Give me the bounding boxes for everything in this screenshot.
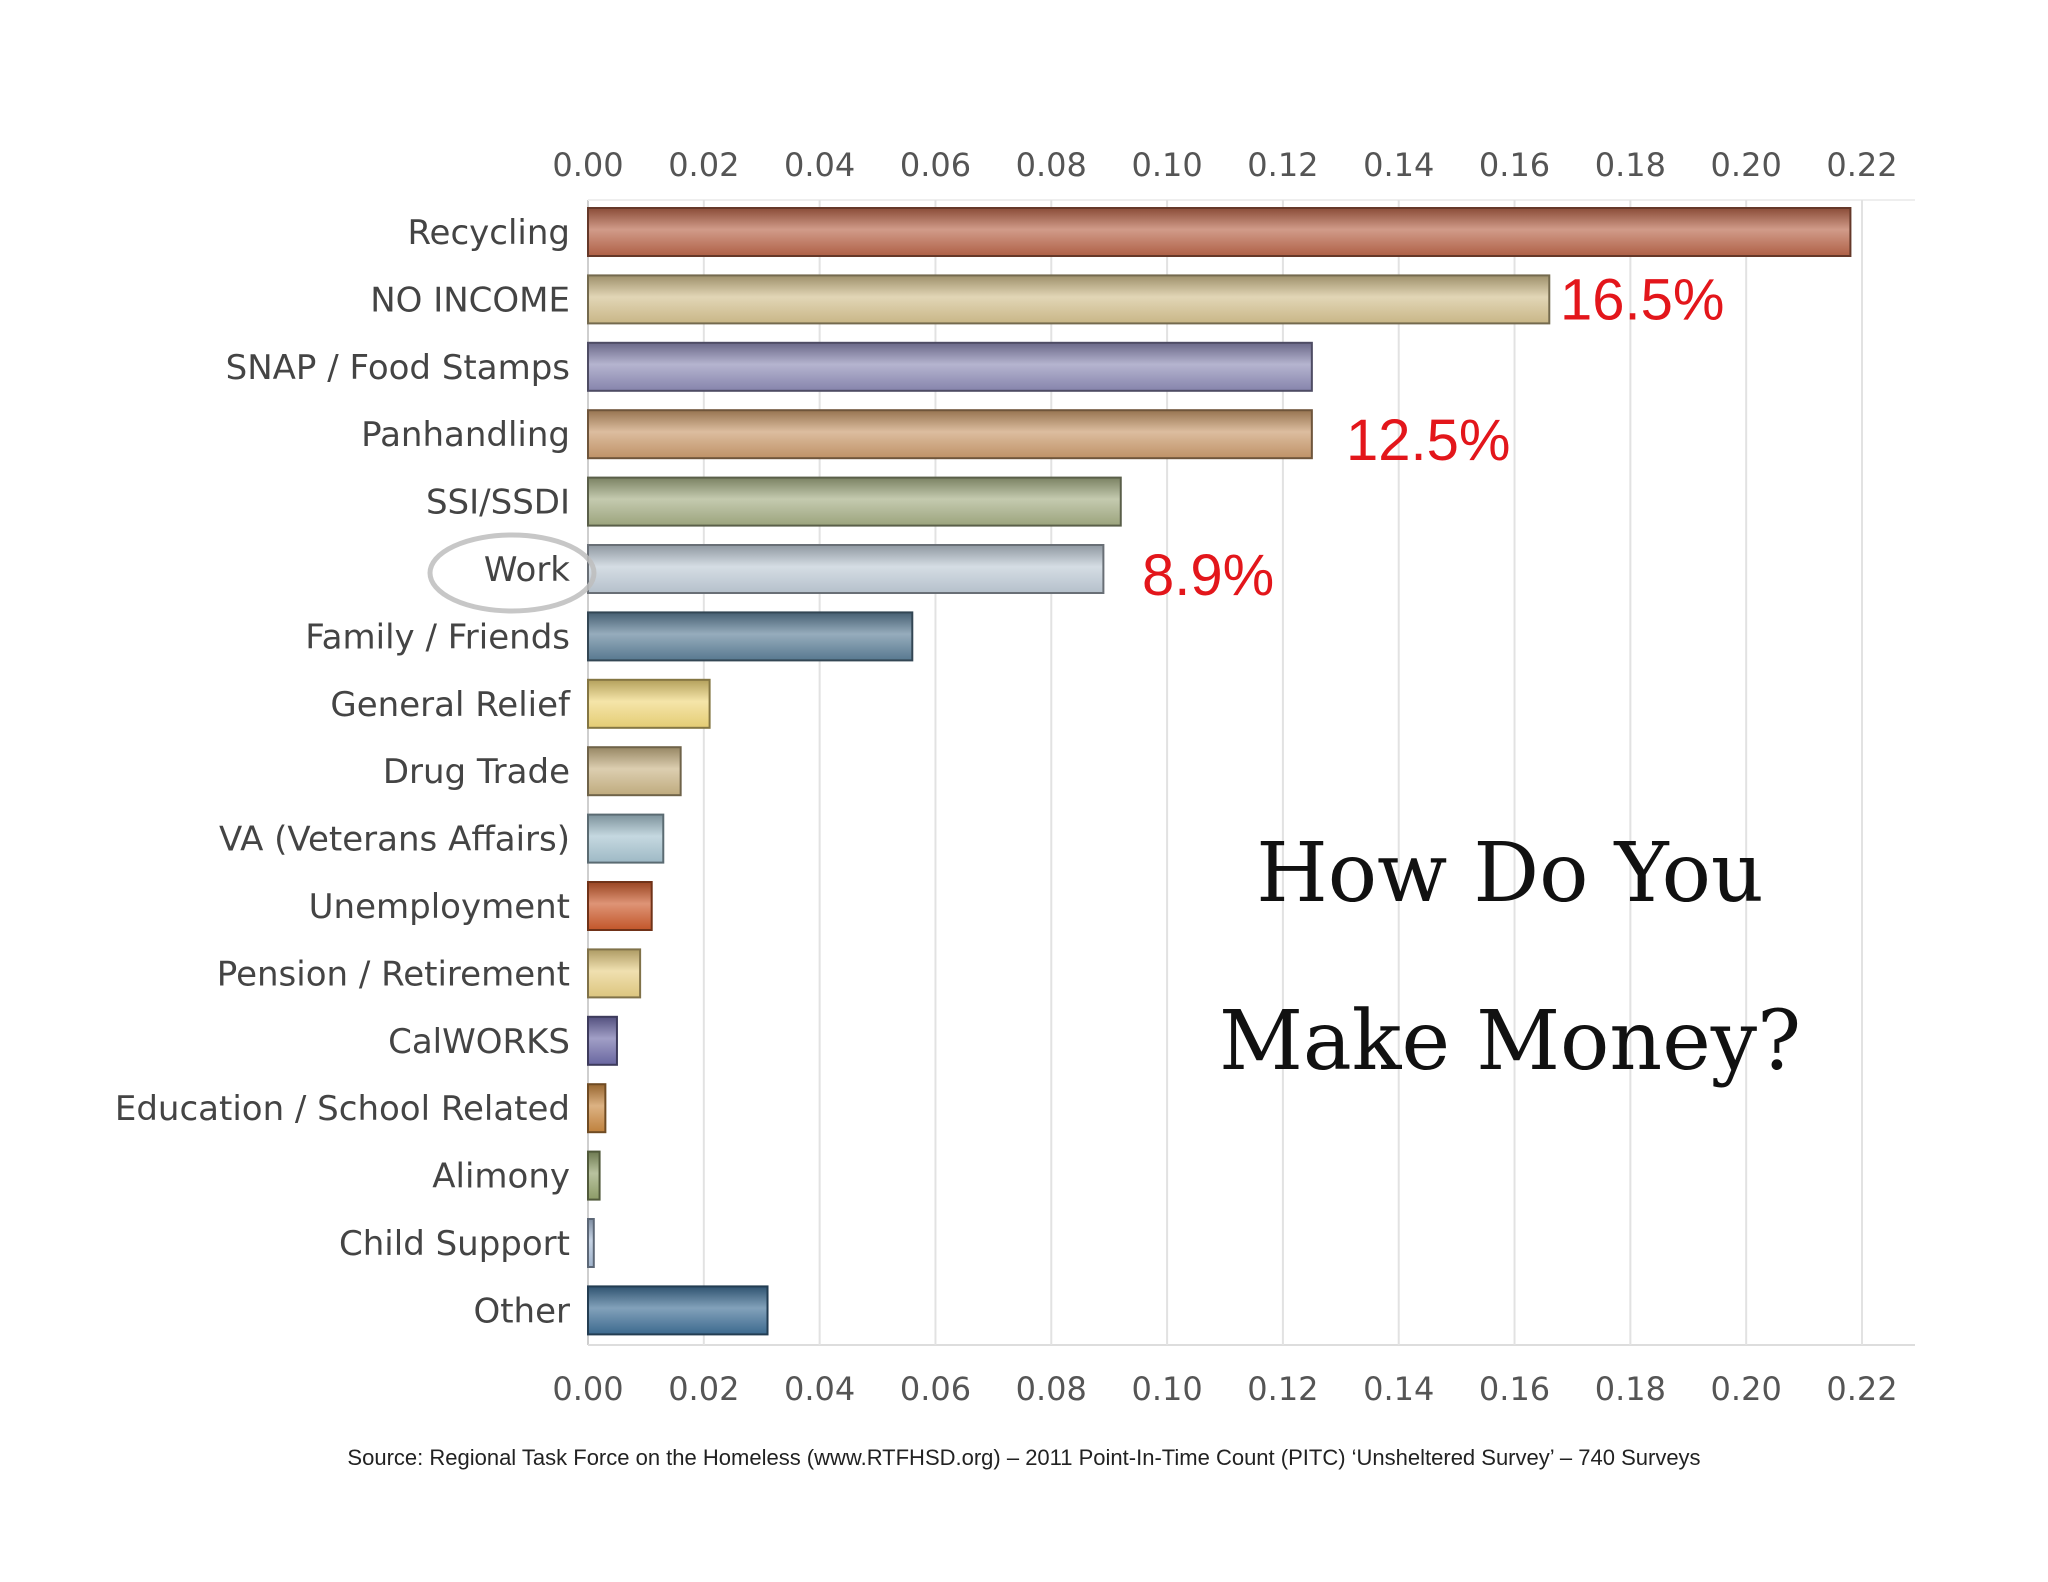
bottom-axis: 0.00 0.02 0.04 0.06 0.08 0.10 0.12 0.14 0.16 0.18… <box>552 1370 1897 1408</box>
category-label: Alimony <box>432 1157 570 1197</box>
bottom-tick-label: 0.04 <box>784 1370 855 1408</box>
category-label: VA (Veterans Affairs) <box>219 820 570 860</box>
source-note: Source: Regional Task Force on the Homel… <box>347 1445 1701 1470</box>
highlight-ellipse <box>427 532 597 614</box>
bar <box>587 207 1852 257</box>
top-tick-label: 0.14 <box>1363 146 1434 184</box>
bar <box>587 544 1105 594</box>
bottom-tick-label: 0.02 <box>668 1370 739 1408</box>
category-label: Pension / Retirement <box>217 954 570 994</box>
top-tick-label: 0.04 <box>784 146 855 184</box>
top-tick-label: 0.06 <box>900 146 971 184</box>
top-tick-label: 0.12 <box>1247 146 1318 184</box>
top-tick-label: 0.22 <box>1826 146 1897 184</box>
top-axis: 0.00 0.02 0.04 0.06 0.08 0.10 0.12 0.14 0.16 0.18… <box>552 146 1897 184</box>
category-label: SSI/SSDI <box>426 483 570 523</box>
category-label: Work <box>484 550 570 590</box>
bar <box>587 678 711 729</box>
category-label: Other <box>473 1291 570 1331</box>
bar <box>587 409 1313 460</box>
bar <box>587 813 665 864</box>
bottom-tick-label: 0.10 <box>1131 1370 1202 1408</box>
bottom-tick-label: 0.12 <box>1247 1370 1318 1408</box>
highlight-circle <box>427 532 597 614</box>
category-label: Recycling <box>407 213 570 253</box>
bar <box>587 274 1551 325</box>
category-label: CalWORKS <box>388 1022 570 1062</box>
category-label: General Relief <box>330 685 571 725</box>
bar <box>587 611 914 662</box>
bottom-tick-label: 0.18 <box>1595 1370 1666 1408</box>
annotations: 16.5% 12.5% 8.9% <box>1142 267 1724 608</box>
category-label: SNAP / Food Stamps <box>226 348 570 388</box>
headline-line-2: Make Money? <box>1218 994 1802 1089</box>
top-tick-label: 0.20 <box>1711 146 1782 184</box>
top-tick-label: 0.08 <box>1016 146 1087 184</box>
bar <box>587 341 1313 392</box>
category-label: Family / Friends <box>305 617 570 657</box>
bar <box>587 881 653 931</box>
category-labels: Recycling NO INCOME SNAP / Food Stamps Panh… <box>115 213 571 1331</box>
bars <box>587 207 1852 1336</box>
category-label: Unemployment <box>309 887 570 927</box>
category-label: Education / School Related <box>115 1089 570 1129</box>
bar <box>587 1083 607 1134</box>
annotation-label: 16.5% <box>1560 267 1724 332</box>
bar <box>587 476 1122 527</box>
annotation-label: 12.5% <box>1346 408 1510 473</box>
top-tick-label: 0.00 <box>552 146 623 184</box>
bottom-tick-label: 0.00 <box>552 1370 623 1408</box>
bar <box>587 1150 601 1201</box>
bar <box>587 1015 618 1066</box>
bottom-tick-label: 0.14 <box>1363 1370 1434 1408</box>
top-tick-label: 0.16 <box>1479 146 1550 184</box>
bottom-tick-label: 0.08 <box>1016 1370 1087 1408</box>
category-label: Panhandling <box>361 415 570 455</box>
category-label: NO INCOME <box>370 280 570 320</box>
annotation-label: 8.9% <box>1142 543 1274 608</box>
top-tick-label: 0.18 <box>1595 146 1666 184</box>
bottom-tick-label: 0.16 <box>1479 1370 1550 1408</box>
headline: How Do You Make Money? <box>1150 790 1870 1126</box>
category-label: Child Support <box>339 1224 570 1264</box>
bar <box>587 1285 769 1336</box>
bottom-tick-label: 0.22 <box>1826 1370 1897 1408</box>
bar <box>587 948 642 999</box>
category-label: Drug Trade <box>383 752 570 792</box>
bottom-tick-label: 0.20 <box>1711 1370 1782 1408</box>
headline-line-1: How Do You <box>1256 826 1764 921</box>
top-tick-label: 0.02 <box>668 146 739 184</box>
bar <box>587 1218 595 1268</box>
top-tick-label: 0.10 <box>1131 146 1202 184</box>
bottom-tick-label: 0.06 <box>900 1370 971 1408</box>
bar <box>587 746 682 797</box>
